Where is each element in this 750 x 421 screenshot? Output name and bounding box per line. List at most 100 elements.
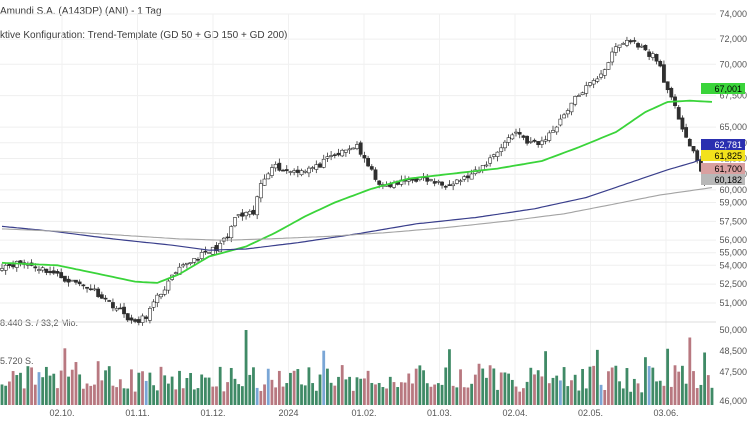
volume-bar: [544, 351, 547, 405]
candle-body: [499, 147, 504, 152]
volume-bar: [344, 379, 348, 405]
candle-body: [373, 169, 378, 180]
candle-body: [628, 40, 633, 43]
price-badge-box: [701, 163, 745, 174]
volume-bar: [425, 383, 429, 405]
ma-line-gd200: [1, 187, 713, 241]
candle-body: [539, 140, 544, 145]
candle-body: [48, 271, 52, 274]
candle-body: [325, 156, 330, 159]
candle-body: [595, 78, 600, 82]
candle-body: [162, 289, 167, 295]
candle-body: [136, 319, 141, 323]
candle-body: [307, 167, 311, 174]
candle-body: [44, 268, 49, 273]
candle-body: [122, 306, 126, 315]
volume-bar: [570, 380, 573, 405]
candle-body: [650, 53, 655, 58]
volume-bar: [266, 368, 270, 405]
candle-body: [332, 154, 337, 156]
candle-body: [96, 288, 101, 297]
candle-body: [613, 46, 618, 53]
volume-bar: [558, 380, 562, 405]
candle-body: [551, 130, 555, 133]
x-tick-label: 03.06.: [653, 408, 678, 418]
candle-body: [484, 164, 489, 167]
volume-bar: [607, 371, 610, 405]
price-badge: 60,182: [701, 174, 745, 185]
volume-bar: [433, 384, 437, 405]
price-tick-label: 72,000: [719, 34, 747, 44]
candle-body: [184, 262, 189, 265]
candle-body: [59, 272, 64, 279]
volume-bar: [74, 362, 78, 405]
candle-body: [617, 44, 622, 48]
volume-bar: [289, 372, 292, 405]
volume-bar: [30, 367, 33, 405]
volume-bar: [237, 384, 241, 405]
candle-body: [240, 212, 245, 217]
volume-bar: [229, 367, 233, 405]
volume-bar: [326, 368, 329, 405]
volume-bar: [189, 372, 192, 405]
candle-body: [81, 284, 86, 287]
volume-bar: [551, 377, 555, 405]
candle-body: [588, 82, 592, 86]
volume-bar: [207, 377, 211, 405]
candle-body: [133, 319, 138, 322]
candle-body: [495, 151, 500, 157]
candle-body: [576, 95, 581, 97]
volume-bar: [93, 384, 96, 405]
price-badge: 61,700: [701, 163, 745, 174]
candle-body: [199, 252, 204, 259]
candle-body: [632, 40, 637, 42]
candle-body: [543, 139, 548, 142]
volume-bar: [540, 376, 544, 405]
candle-body: [643, 44, 648, 51]
volume-label-avg: 8.440 S. / 33,2 Mio.: [0, 318, 79, 328]
volume-bar: [96, 361, 100, 405]
volume-bar: [148, 372, 152, 405]
candle-body: [351, 147, 356, 150]
volume-bar: [11, 371, 15, 405]
volume-bar: [222, 391, 226, 405]
volume-bar: [70, 369, 74, 405]
candle-body: [591, 80, 596, 85]
candle-body: [621, 43, 626, 45]
candle-body: [676, 107, 681, 120]
volume-bar: [215, 386, 218, 405]
volume-bar: [466, 387, 470, 405]
volume-bar: [614, 365, 618, 405]
candle-body: [684, 127, 689, 138]
volume-bar: [233, 378, 237, 405]
volume-bar: [362, 378, 366, 405]
candle-body: [251, 209, 256, 215]
volume-bar: [22, 388, 26, 405]
volume-bar: [499, 372, 503, 405]
candle-body: [295, 169, 300, 173]
candle-body: [503, 141, 507, 149]
volume-bar: [636, 383, 640, 405]
candle-body: [406, 179, 411, 182]
volume-bar: [178, 370, 181, 405]
volume-bar: [226, 382, 229, 405]
volume-bar: [107, 366, 111, 405]
volume-bar: [555, 375, 559, 405]
volume-bar: [137, 372, 141, 405]
volume-bar: [163, 375, 167, 405]
volume-bar: [688, 337, 692, 405]
volume-bar: [536, 370, 540, 405]
candle-body: [687, 139, 692, 147]
volume-bar: [677, 371, 681, 405]
volume-bar: [0, 384, 4, 405]
candle-body: [547, 132, 552, 141]
candle-body: [3, 264, 8, 271]
candle-body: [447, 184, 452, 186]
candle-body: [173, 272, 178, 274]
candle-body: [610, 51, 615, 63]
candle-body: [565, 110, 570, 115]
volume-bar: [522, 388, 525, 405]
volume-bar: [610, 367, 614, 405]
volume-bar: [56, 388, 59, 405]
volume-bar: [37, 372, 41, 405]
